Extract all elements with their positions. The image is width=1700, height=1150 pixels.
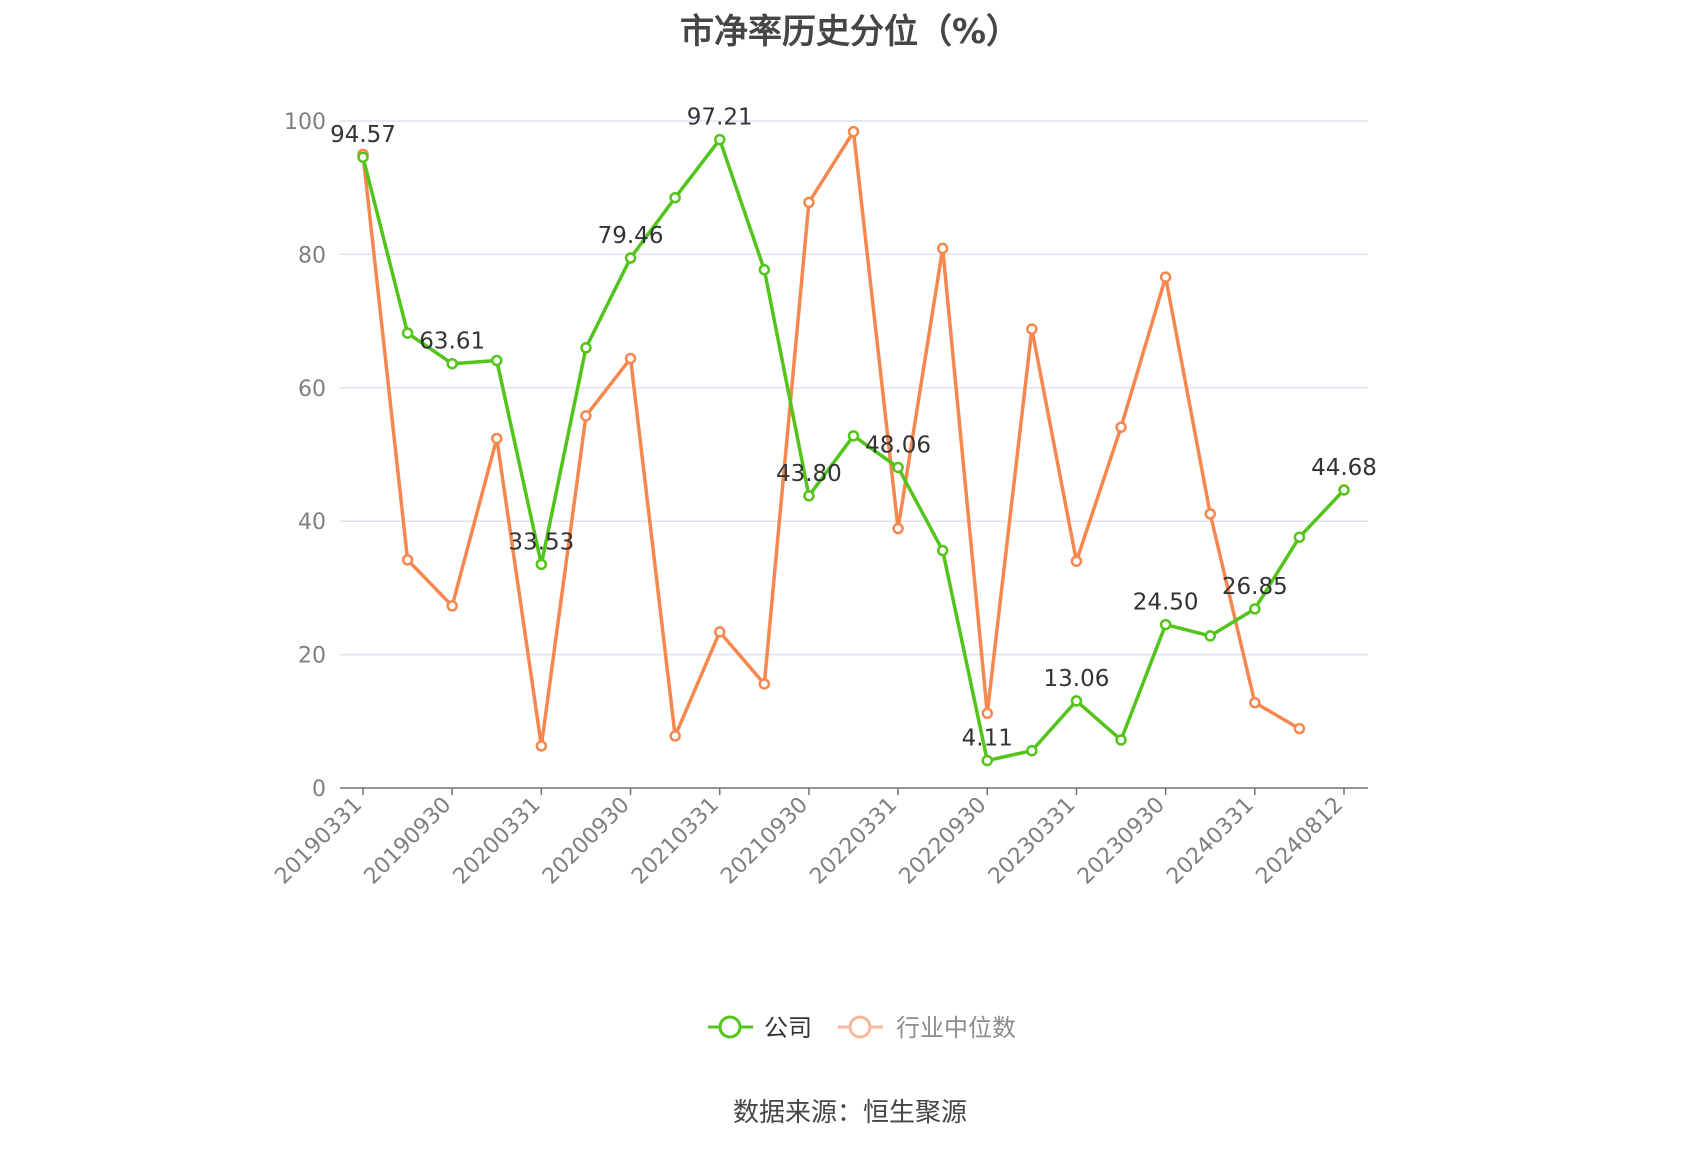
chart-title: 市净率历史分位（%） [679,12,1021,52]
data-point-company [936,544,949,557]
data-point-company [847,430,860,442]
data-point-industry [1204,508,1216,520]
data-point-industry [1249,696,1261,709]
data-label: 94.57 [330,122,396,148]
data-source: 数据来源：恒生聚源 [732,1098,967,1128]
x-tick-label: 20210930 [716,793,813,890]
y-tick-label: 20 [298,644,326,669]
grid-lines [340,120,1368,656]
data-point-industry [1070,555,1083,567]
data-point-company [1070,695,1083,707]
legend: 公司 行业中位数 [708,1014,1016,1042]
data-point-company [803,490,815,502]
data-point-company [535,558,548,571]
series-line-industry [361,129,1301,748]
data-label: 79.46 [598,223,664,249]
y-tick-label: 100 [284,110,326,135]
data-point-industry [758,678,771,690]
data-point-company [624,252,637,264]
legend-item-company[interactable]: 公司 [708,1014,812,1042]
legend-label-industry: 行业中位数 [896,1014,1016,1042]
data-point-industry [892,522,904,535]
data-point-industry [1159,271,1172,283]
data-point-industry [847,125,860,138]
x-axis: 2019033120190930202003312020093020210331… [270,787,1368,890]
data-point-company [713,133,726,146]
y-tick-label: 80 [298,243,326,268]
x-tick-label: 20220331 [805,793,902,890]
legend-marker-industry [848,1015,872,1039]
x-tick-label: 20220930 [895,793,992,890]
y-tick-label: 40 [298,510,326,535]
data-point-industry [535,740,548,752]
legend-marker-company [718,1015,742,1039]
data-label: 33.53 [508,529,574,555]
x-tick-label: 20190930 [360,793,457,890]
data-point-company [357,151,369,163]
y-tick-label: 60 [298,377,326,402]
data-point-company [1204,630,1216,642]
data-point-company [758,263,771,276]
series-group [357,125,1350,767]
data-point-company [1026,744,1038,757]
data-point-company [1338,484,1350,496]
data-point-company [1293,531,1306,543]
data-label: 43.80 [776,461,842,487]
x-tick-label: 20230930 [1073,793,1170,890]
data-point-company [1115,734,1127,746]
x-tick-label: 20200930 [538,793,635,890]
x-tick-label: 20190331 [270,793,367,890]
data-point-company [401,327,414,339]
data-point-industry [1115,421,1127,433]
data-point-industry [1026,323,1038,335]
y-axis: 0 20 40 60 80 100 [284,110,326,802]
data-point-industry [580,410,592,422]
data-point-industry [713,626,726,638]
x-tick-label: 20240331 [1162,793,1259,890]
data-point-industry [624,352,637,365]
x-tick-label: 20200331 [449,793,546,890]
data-label: 4.11 [962,726,1013,752]
data-label: 24.50 [1133,590,1199,616]
data-label: 13.06 [1044,666,1110,692]
data-label: 48.06 [865,432,931,458]
data-point-industry [1293,722,1306,735]
data-label: 97.21 [687,105,753,131]
data-labels: 94.57 63.61 33.53 79.46 97.21 43.80 48.06 4.11 1… [330,105,1377,752]
data-point-industry [981,707,994,720]
x-tick-label: 20210331 [627,793,724,890]
data-label: 44.68 [1311,455,1377,481]
data-point-industry [446,600,458,612]
data-point-company [1249,603,1261,615]
x-tick-label: 20240812 [1251,793,1348,890]
x-tick-label: 20230331 [984,793,1081,890]
data-point-industry [669,730,681,742]
legend-item-industry[interactable]: 行业中位数 [838,1014,1016,1042]
data-point-company [1159,618,1172,631]
data-point-industry [936,242,949,255]
data-label: 26.85 [1222,574,1288,600]
data-point-industry [491,432,503,445]
y-tick-label: 0 [312,777,326,802]
data-point-company [892,461,904,474]
data-point-company [491,354,503,367]
data-point-industry [401,554,414,566]
data-point-company [580,342,592,354]
data-point-company [669,191,681,204]
data-point-industry [803,196,815,209]
data-point-company [981,754,994,767]
data-label: 63.61 [419,329,485,355]
data-point-company [446,357,458,370]
legend-label-company: 公司 [764,1014,812,1042]
